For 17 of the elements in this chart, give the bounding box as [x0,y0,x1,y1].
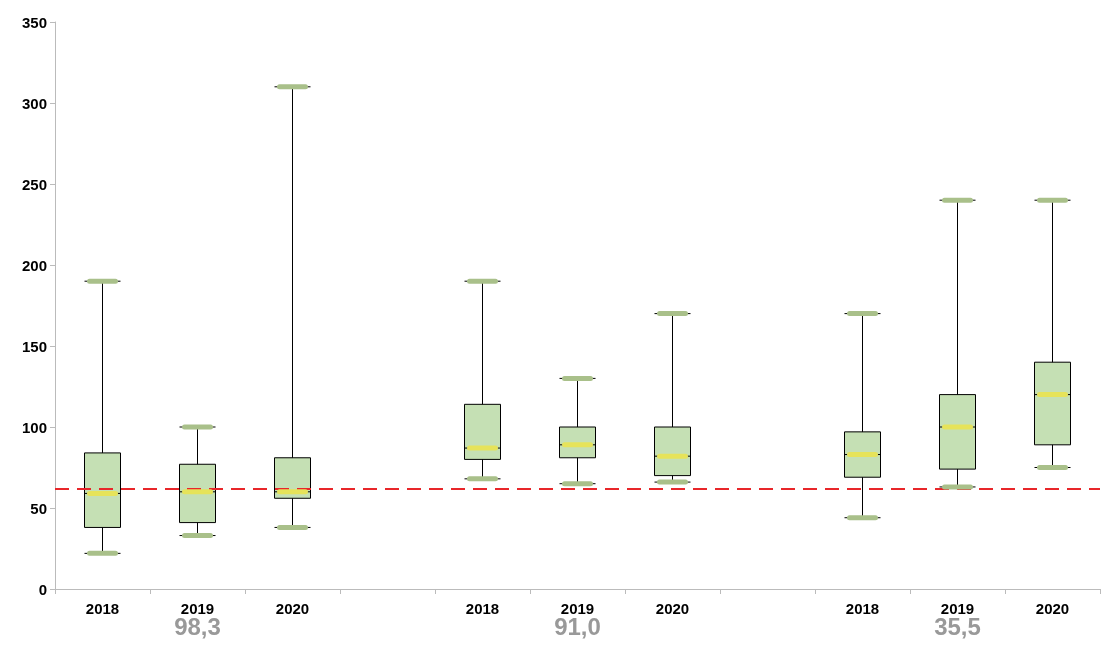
x-tick-label: 2020 [655,600,690,617]
x-tick-label: 2019 [180,600,215,617]
y-tick-label: 200 [21,256,47,274]
x-tick-label: 2020 [275,600,310,617]
x-tick-label: 2018 [845,600,880,617]
x-tick-label: 2020 [1035,600,1070,617]
y-tick-label: 50 [30,499,47,517]
y-tick-label: 150 [21,337,47,355]
y-tick-label: 350 [21,13,47,31]
y-tick-label: 100 [21,418,47,436]
x-tick-label: 2018 [85,600,120,617]
y-tick-label: 300 [21,94,47,112]
x-tick-label: 2019 [560,600,595,617]
y-tick-label: 250 [21,175,47,193]
x-tick-label: 2018 [465,600,500,617]
y-tick-label: 0 [38,580,47,598]
x-tick-label: 2019 [940,600,975,617]
